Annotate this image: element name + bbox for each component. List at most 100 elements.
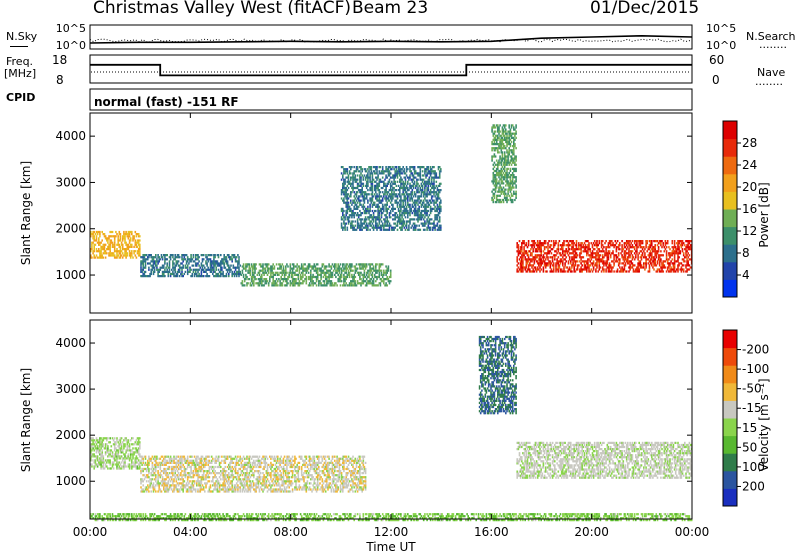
power-cell	[354, 282, 357, 285]
power-cell	[413, 166, 416, 169]
power-cell	[686, 254, 688, 257]
power-cell	[562, 252, 564, 255]
power-cell	[506, 163, 508, 166]
power-cell	[611, 244, 613, 247]
power-cell	[376, 284, 378, 287]
power-cell	[417, 178, 419, 181]
power-cell	[124, 239, 126, 242]
power-cell	[385, 184, 387, 187]
power-cell	[356, 201, 359, 204]
power-cell	[493, 196, 496, 199]
power-cell	[206, 262, 208, 265]
power-cell	[342, 174, 344, 177]
power-cell	[427, 168, 430, 171]
power-cell	[193, 268, 196, 271]
power-cell	[605, 270, 607, 273]
power-cell	[643, 264, 645, 267]
power-cell	[628, 270, 630, 273]
power-cell	[588, 268, 590, 271]
power-cell	[212, 266, 214, 269]
power-cell	[360, 168, 362, 171]
power-cell	[394, 180, 396, 183]
power-cell	[419, 216, 422, 219]
power-cell	[369, 222, 371, 225]
power-cell	[272, 273, 274, 276]
power-cell	[575, 256, 578, 259]
power-cell	[277, 267, 279, 270]
power-cell	[660, 254, 662, 257]
power-cell	[353, 214, 355, 217]
power-cell	[574, 270, 577, 273]
power-cell	[364, 216, 367, 219]
power-cell	[629, 256, 631, 259]
power-cell	[267, 271, 270, 274]
power-cell	[361, 195, 363, 198]
power-cell	[346, 263, 349, 266]
power-cell	[322, 271, 325, 274]
power-cell	[433, 226, 435, 229]
power-cell	[289, 282, 292, 285]
power-cell	[574, 260, 577, 263]
power-cell	[404, 228, 407, 231]
power-cell	[343, 184, 345, 187]
power-cell	[516, 268, 518, 271]
power-cell	[493, 153, 496, 156]
power-cell	[581, 256, 583, 259]
power-cell	[367, 193, 369, 196]
power-cell	[493, 155, 496, 158]
power-cell	[96, 233, 99, 236]
power-cell	[438, 172, 441, 175]
power-cell	[259, 269, 262, 272]
power-cell	[347, 178, 350, 181]
power-cell	[646, 240, 648, 243]
power-cell	[202, 254, 205, 257]
power-cell	[641, 248, 644, 251]
power-cell	[385, 205, 387, 208]
power-cell	[283, 275, 286, 279]
power-cell	[622, 248, 625, 251]
power-cell	[127, 230, 130, 234]
power-cell	[351, 282, 353, 285]
power-cell	[118, 233, 121, 236]
power-cell	[532, 270, 534, 273]
power-cell	[514, 180, 516, 183]
power-cell	[388, 205, 391, 208]
power-cell	[343, 280, 345, 283]
power-cell	[405, 174, 408, 177]
power-cell	[596, 260, 598, 263]
power-cell	[538, 246, 540, 249]
power-cell	[386, 207, 388, 210]
power-cell	[136, 250, 139, 253]
power-cell	[360, 226, 362, 229]
power-cell	[385, 176, 387, 179]
power-cell	[110, 235, 113, 238]
power-cell	[346, 184, 349, 187]
power-cell	[364, 263, 367, 266]
power-cell	[363, 269, 366, 272]
power-cell	[237, 262, 239, 265]
power-cell	[353, 228, 355, 231]
power-cell	[513, 132, 515, 135]
power-cell	[399, 186, 401, 190]
power-cell	[288, 273, 290, 276]
power-cell	[402, 186, 404, 190]
power-cell	[438, 184, 441, 187]
power-cell	[342, 265, 344, 268]
power-cell	[385, 228, 387, 231]
power-cell	[416, 209, 418, 213]
power-cell	[255, 267, 257, 270]
power-cell	[427, 193, 430, 196]
power-cell	[388, 216, 391, 219]
power-cell	[120, 254, 123, 257]
power-cell	[191, 272, 194, 276]
power-cell	[345, 191, 347, 194]
power-cell	[337, 278, 339, 281]
power-cell	[334, 284, 336, 287]
power-cell	[340, 197, 343, 200]
power-cell	[155, 256, 157, 259]
power-cell	[137, 248, 140, 251]
power-cell	[128, 230, 131, 234]
power-cell	[515, 190, 517, 193]
power-cell	[395, 166, 398, 169]
power-cell	[145, 254, 148, 257]
